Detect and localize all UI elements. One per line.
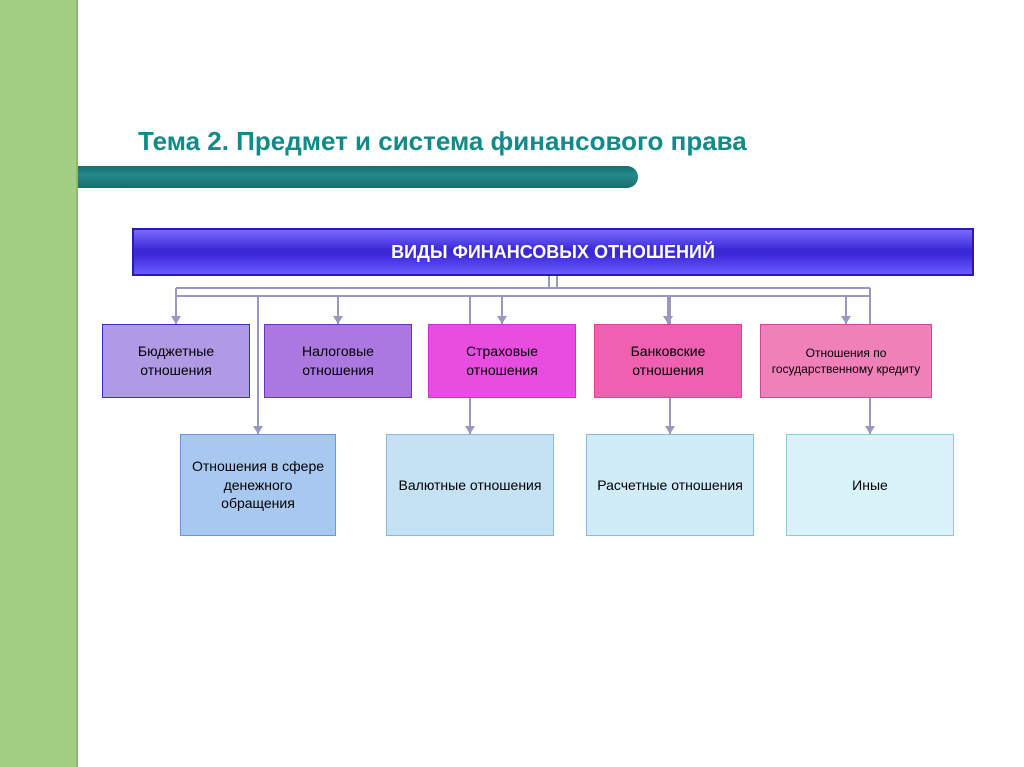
connector-line xyxy=(257,296,259,434)
connector-arrow xyxy=(465,426,475,434)
title-underline xyxy=(78,166,638,188)
slide-title: Тема 2. Предмет и система финансового пр… xyxy=(138,126,747,157)
slide-content: Тема 2. Предмет и система финансового пр… xyxy=(78,0,1024,767)
connector-line xyxy=(175,288,177,296)
diagram-node: Бюджетные отношения xyxy=(102,324,250,398)
diagram-node: Налоговые отношения xyxy=(264,324,412,398)
sidebar-decoration xyxy=(0,0,78,767)
diagram-node: Отношения в сфере денежного обращения xyxy=(180,434,336,536)
diagram-node: Банковские отношения xyxy=(594,324,742,398)
connector-line xyxy=(549,287,557,289)
diagram-node: Иные xyxy=(786,434,954,536)
diagram-node: Расчетные отношения xyxy=(586,434,754,536)
diagram-node: Страховые отношения xyxy=(428,324,576,398)
connector-arrow xyxy=(253,426,263,434)
connector-line xyxy=(176,295,870,297)
connector-arrow xyxy=(841,316,851,324)
connector-line xyxy=(176,287,870,289)
connector-arrow xyxy=(171,316,181,324)
diagram-header: ВИДЫ ФИНАНСОВЫХ ОТНОШЕНИЙ xyxy=(132,228,974,276)
diagram: ВИДЫ ФИНАНСОВЫХ ОТНОШЕНИЙ Бюджетные отно… xyxy=(102,228,1004,628)
connector-arrow xyxy=(333,316,343,324)
diagram-node: Отношения по государственному кредиту xyxy=(760,324,932,398)
connector-arrow xyxy=(865,426,875,434)
connector-line xyxy=(869,288,871,296)
connector-arrow xyxy=(665,426,675,434)
diagram-node: Валютные отношения xyxy=(386,434,554,536)
connector-arrow xyxy=(497,316,507,324)
connector-arrow xyxy=(663,316,673,324)
